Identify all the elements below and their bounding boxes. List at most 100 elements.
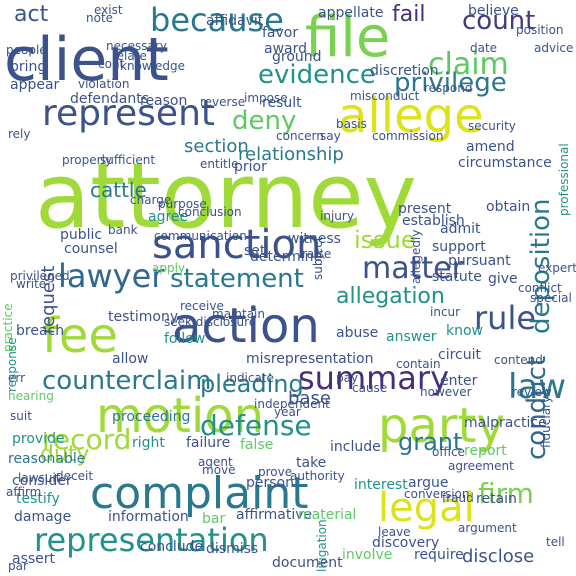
word-complaint: complaint: [90, 468, 309, 519]
word-section: section: [184, 136, 249, 157]
word-professional: professional: [557, 143, 571, 216]
word-agreement: agreement: [448, 459, 514, 473]
word-cause: cause: [352, 381, 388, 395]
word-incur: incur: [430, 305, 461, 319]
word-privilege: privilege: [394, 68, 507, 98]
word-firm: firm: [478, 477, 534, 510]
word-misconduct: misconduct: [350, 89, 420, 103]
word-discretion: discretion: [370, 63, 439, 79]
word-expert: expert: [538, 261, 576, 275]
word-sanction: sanction: [152, 222, 322, 268]
word-independent: independent: [254, 397, 330, 411]
word-people: people: [6, 43, 47, 57]
word-office: office: [432, 445, 465, 459]
word-set: set: [244, 243, 266, 259]
word-result: result: [262, 95, 302, 111]
word-favor: favor: [262, 25, 299, 41]
word-litigation: litigation: [315, 519, 329, 572]
word-attorney: attorney: [35, 144, 417, 249]
word-failure: failure: [186, 435, 231, 451]
word-file: file: [305, 5, 391, 70]
word-write: write: [16, 277, 47, 291]
word-include: include: [330, 439, 381, 455]
word-document: document: [272, 555, 343, 571]
word-hearing: hearing: [8, 389, 54, 403]
word-ground: ground: [272, 49, 322, 65]
word-circuit: circuit: [438, 347, 481, 363]
word-consider: consider: [12, 473, 72, 489]
word-retain: retain: [476, 491, 517, 507]
word-witness: witness: [288, 231, 341, 247]
word-year: year: [274, 405, 301, 419]
word-fee: fee: [42, 308, 118, 364]
word-interest: interest: [354, 477, 408, 493]
word-violation: violation: [78, 77, 130, 91]
word-record: record: [42, 423, 132, 456]
word-matter: matter: [362, 251, 464, 286]
word-conclude: conclude: [140, 539, 204, 555]
word-prior: prior: [234, 159, 267, 175]
word-follow: follow: [164, 331, 206, 347]
word-support: support: [432, 239, 486, 255]
word-report: report: [464, 443, 507, 459]
word-allegation: allegation: [336, 284, 445, 309]
word-allow: allow: [112, 351, 149, 367]
word-special: special: [530, 291, 572, 305]
word-act: act: [14, 2, 49, 27]
word-assert: assert: [12, 551, 56, 567]
word-count: count: [462, 6, 536, 36]
word-seek-disclosure: seek disclosure: [164, 315, 257, 329]
word-action: action: [172, 298, 320, 354]
word-require: require: [414, 547, 464, 563]
word-dismiss: dismiss: [206, 541, 259, 557]
word-impose: impose: [244, 91, 288, 105]
word-conclusion: conclusion: [178, 205, 242, 219]
word-claim: claim: [428, 47, 509, 82]
word-argument: argument: [458, 521, 517, 535]
word-breach: breach: [16, 323, 65, 339]
word-par: par: [8, 559, 28, 573]
word-affidavit: affidavit: [206, 13, 264, 29]
word-relationship: relationship: [238, 144, 344, 165]
word-misrepresentation: misrepresentation: [246, 351, 374, 367]
word-counterclaim: counterclaim: [42, 366, 212, 396]
word-abuse: abuse: [336, 325, 379, 341]
word-cont: cont: [98, 57, 125, 71]
word-lawsuit: lawsuit: [18, 471, 61, 485]
word-testify: testify: [16, 491, 60, 507]
word-suit: suit: [10, 409, 32, 423]
word-base: base: [288, 388, 331, 409]
word-pursuant: pursuant: [448, 253, 511, 269]
word-defendants: defendants: [70, 91, 150, 107]
word-rule: rule: [474, 299, 537, 337]
word-provide: provide: [12, 431, 65, 447]
word-summary: summary: [298, 359, 449, 397]
word-know: know: [446, 323, 483, 339]
word-rely: rely: [8, 127, 31, 141]
word-date: date: [470, 41, 498, 55]
word-properly: properly: [62, 153, 112, 167]
word-legal: legal: [378, 485, 475, 531]
word-material: material: [298, 507, 357, 523]
word-involve: involve: [342, 547, 393, 563]
word-bar: bar: [202, 511, 226, 527]
word-position: position: [516, 23, 564, 37]
word-contain: contain: [396, 357, 441, 371]
word-party: party: [378, 398, 505, 454]
word-counsel: counsel: [64, 241, 118, 257]
word-take: take: [296, 455, 327, 471]
word-testimony: testimony: [108, 309, 179, 325]
word-agent: agent: [198, 455, 233, 469]
word-representation: representation: [34, 521, 269, 559]
word-privileged: privileged: [10, 269, 70, 283]
word-receive: receive: [180, 299, 224, 313]
word-information: information: [108, 509, 189, 525]
word-lawyer: lawyer: [58, 257, 165, 295]
word-admit: admit: [440, 221, 481, 237]
word-obtain: obtain: [486, 199, 531, 215]
word-appear: appear: [10, 77, 60, 93]
word-believe: believe: [468, 3, 519, 19]
word-cattle: cattle: [90, 178, 147, 202]
word-exist: exist: [94, 3, 123, 17]
